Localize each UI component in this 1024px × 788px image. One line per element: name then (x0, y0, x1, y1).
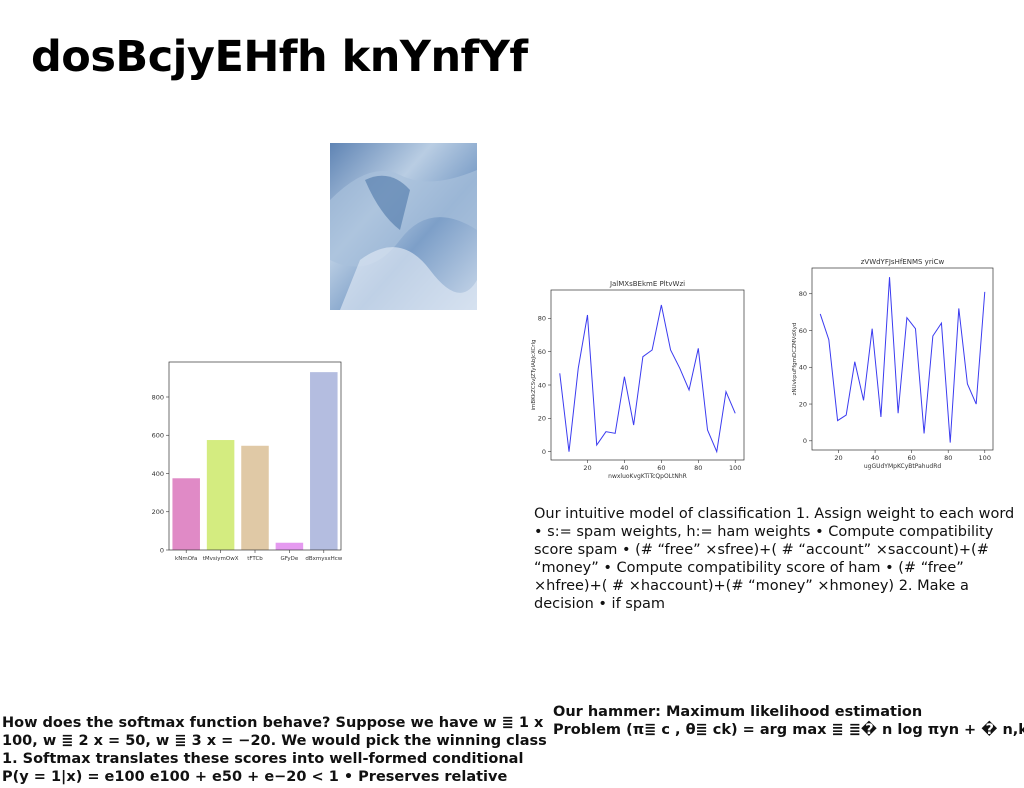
hammer-heading: Our hammer: Maximum likelihood estimatio… (553, 704, 923, 720)
softmax-text: How does the softmax function behave? Su… (2, 715, 547, 785)
y-tick-label: 60 (799, 327, 807, 335)
y-tick-label: 20 (538, 415, 546, 423)
x-tick-label: 20 (834, 454, 842, 462)
y-tick-label: 0 (542, 448, 546, 456)
data-line (819, 277, 986, 443)
bar (206, 440, 235, 550)
y-tick-label: 40 (799, 364, 807, 372)
hammer-block: Our hammer: Maximum likelihood estimatio… (553, 703, 1024, 739)
paragraph: Our intuitive model of classification 1.… (534, 506, 1015, 612)
y-tick-label: 200 (152, 508, 164, 516)
x-tick-label: 80 (944, 454, 952, 462)
x-tick-label: 40 (620, 464, 628, 472)
slide-title: dosBcjyEHfh knYnfYf (31, 32, 528, 82)
chart-title: JalMXsBEkmE PltvWzi (609, 280, 685, 288)
x-tick-label: GFyDe (281, 556, 299, 562)
x-tick-label: 40 (871, 454, 879, 462)
x-tick-label: 60 (908, 454, 916, 462)
bar (310, 372, 338, 550)
y-tick-label: 80 (799, 290, 807, 298)
axes-frame (550, 289, 745, 461)
y-tick-label: 0 (803, 437, 807, 445)
y-tick-label: 600 (152, 432, 164, 440)
y-tick-label: 40 (538, 381, 546, 389)
chart-title: zVWdYFJsHfENMS yriCw (861, 258, 945, 266)
y-tick-label: 0 (160, 546, 164, 554)
x-tick-label: tMvsiymOwX (203, 556, 239, 562)
x-tick-label: tFTCb (247, 556, 263, 562)
y-tick-label: 800 (152, 393, 164, 401)
chart: 0 20 40 60 80 20 40 60 80 100 JalMXsBEkmE PltvWzi n… (531, 280, 745, 480)
y-tick-label: 80 (538, 315, 546, 323)
surface-image (330, 143, 477, 310)
x-axis-label: ugGUdYMpKCyBtPahudRd (864, 463, 942, 470)
x-tick-label: dBxmysxHcw (305, 556, 342, 562)
axes-frame (811, 267, 994, 451)
y-axis-label: zNUvkpuFfgmDCZMVdXyd (792, 323, 798, 396)
y-tick-label: 60 (538, 348, 546, 356)
x-tick-label: 80 (694, 464, 702, 472)
y-tick-label: 400 (152, 470, 164, 478)
x-tick-label: 100 (729, 464, 741, 472)
x-tick-label: 20 (583, 464, 591, 472)
x-tick-label: 60 (657, 464, 665, 472)
bar (275, 542, 304, 550)
bar (172, 478, 200, 550)
chart: 0 200 400 600 800 kNmOfa tMvsiymOwX tFTCb GFyDe d… (152, 361, 343, 562)
x-axis-label: nwxluoKvgKTiTcQpOLtNhR (608, 473, 687, 480)
x-tick-label: kNmOfa (175, 556, 197, 562)
y-axis-label: imBKkZCSvJZTyIAbJcXCrlg (531, 340, 537, 411)
y-tick-label: 20 (799, 400, 807, 408)
chart: 0 20 40 60 80 20 40 60 80 100 zVWdYFJsHfENMS yriCw… (792, 258, 994, 470)
axes-frame (168, 361, 342, 551)
data-line (559, 304, 736, 454)
bar (241, 445, 269, 550)
hammer-text: Problem (π≣ c , θ≣ ck) = arg max ≣ ≣� n … (553, 722, 1024, 738)
x-tick-label: 100 (979, 454, 991, 462)
